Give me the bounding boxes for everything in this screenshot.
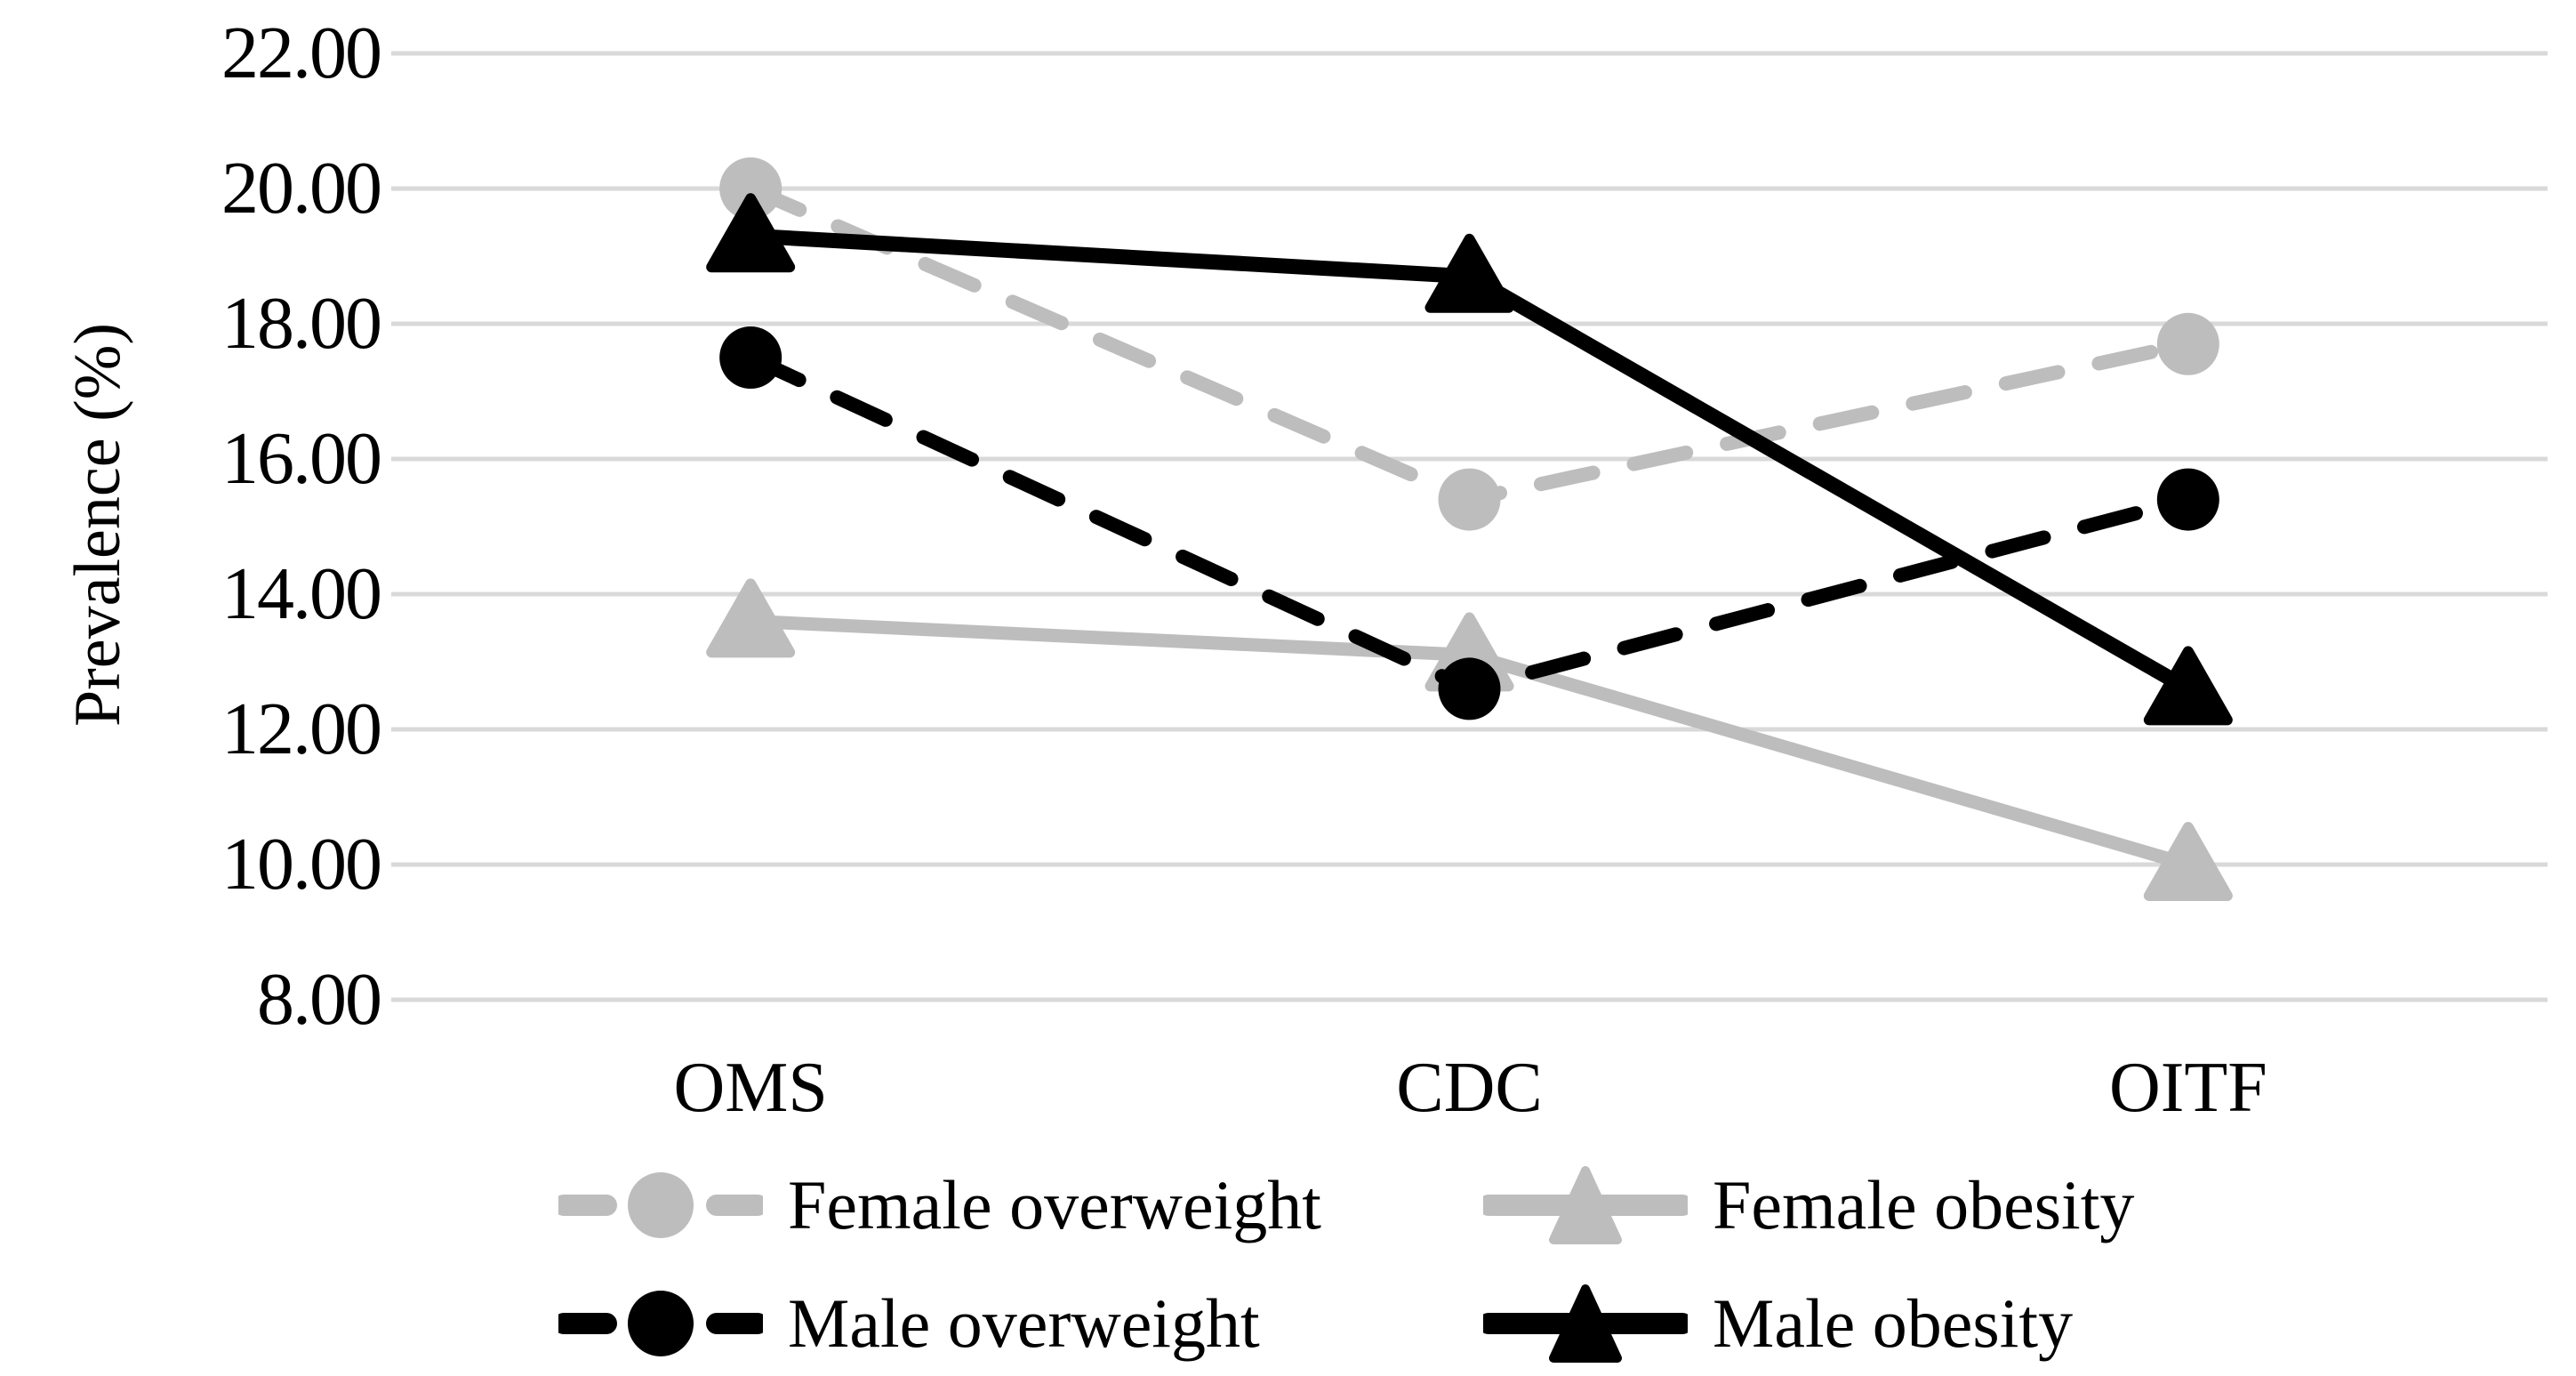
legend-key-solid-triangle-icon	[1483, 1166, 1688, 1244]
x-axis-label-cdc: CDC	[1396, 1049, 1543, 1127]
marker-circle	[1438, 657, 1501, 720]
legend-item-male-overweight: Male overweight	[558, 1279, 1260, 1368]
marker-triangle	[1424, 233, 1514, 313]
y-tick-label: 8.00	[257, 958, 382, 1041]
marker-circle	[2156, 312, 2219, 375]
legend-item-female-overweight: Female overweight	[558, 1161, 1321, 1250]
legend-label: Male overweight	[788, 1284, 1260, 1362]
marker-triangle	[706, 193, 796, 273]
legend-key-dashed-circle-icon	[558, 1291, 763, 1356]
y-tick-label: 16.00	[221, 417, 382, 500]
y-tick-label: 10.00	[221, 823, 382, 905]
legend-label: Female overweight	[788, 1166, 1321, 1243]
legend-key-dashed-circle-icon	[558, 1172, 763, 1238]
legend-item-female-obesity: Female obesity	[1483, 1161, 2134, 1250]
marker-triangle	[706, 578, 796, 658]
legend-label: Female obesity	[1713, 1166, 2135, 1243]
legend-circle-marker	[628, 1172, 694, 1238]
y-tick-label: 12.00	[221, 688, 382, 770]
legend-triangle-marker	[1549, 1166, 1622, 1244]
marker-circle	[2156, 468, 2219, 531]
marker-circle	[719, 157, 782, 220]
marker-triangle	[2143, 822, 2233, 901]
marker-circle	[719, 326, 782, 389]
y-tick-label: 18.00	[221, 282, 382, 365]
legend-circle-marker	[628, 1291, 694, 1356]
marker-triangle	[2143, 646, 2233, 726]
y-tick-label: 22.00	[221, 12, 382, 94]
legend-label: Male obesity	[1713, 1284, 2074, 1362]
y-tick-label: 14.00	[221, 552, 382, 635]
legend-key-solid-triangle-icon	[1483, 1284, 1688, 1363]
x-axis-label-oitf: OITF	[2108, 1049, 2267, 1127]
legend-triangle-marker	[1549, 1284, 1622, 1363]
marker-circle	[1438, 468, 1501, 531]
y-tick-label: 20.00	[221, 147, 382, 229]
y-axis-title: Prevalence (%)	[61, 323, 134, 728]
x-axis-label-oms: OMS	[673, 1049, 828, 1127]
legend-item-male-obesity: Male obesity	[1483, 1279, 2073, 1368]
